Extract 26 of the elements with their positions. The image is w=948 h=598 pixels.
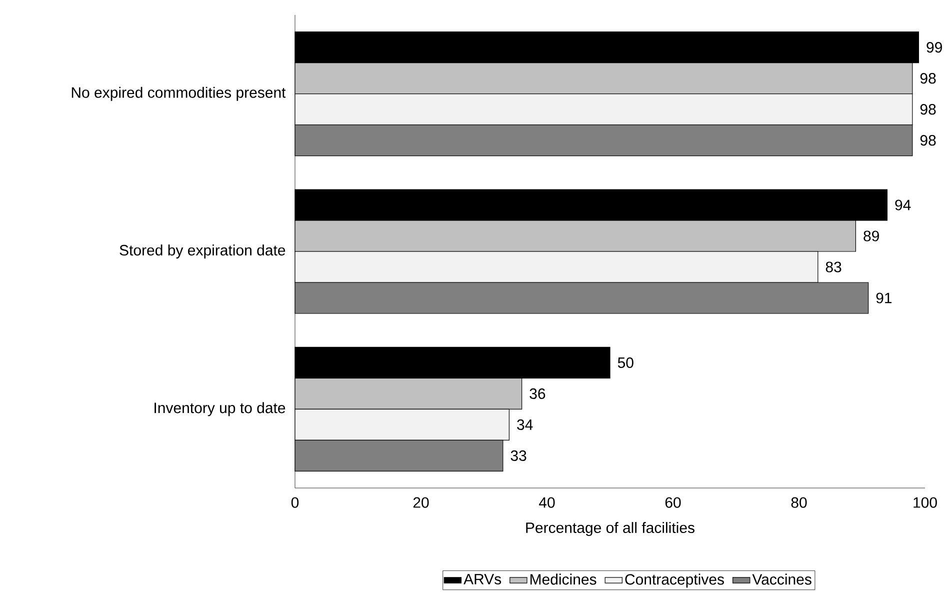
data-label: 98 [920,135,936,146]
legend-label: Medicines [530,574,596,585]
data-label: 34 [517,419,533,430]
x-tick-label: 20 [413,497,429,508]
x-tick-label: 80 [791,497,807,508]
data-label: 98 [920,73,936,84]
x-tick-label: 0 [291,497,299,508]
data-label: 99 [926,42,942,53]
x-tick-label: 100 [914,497,937,508]
data-label: 94 [895,200,911,210]
x-axis-title: Percentage of all facilities [526,522,694,536]
y-tick-label: Stored by expiration date [120,244,286,258]
data-label: 33 [510,450,526,461]
y-tick-label: Inventory up to date [154,402,286,416]
x-tick-label: 40 [539,497,555,508]
data-label: 83 [826,262,842,272]
legend-label: Contraceptives [625,574,724,588]
legend-label: Vaccines [752,574,812,585]
data-label: 91 [876,292,892,304]
data-label: 98 [920,104,936,115]
legend-label: ARVs [464,574,502,584]
data-label: 36 [530,388,546,399]
data-label: 50 [618,357,634,368]
x-tick-label: 60 [665,497,681,508]
data-label: 89 [864,230,879,242]
y-tick-label: No expired commodities present [72,86,286,101]
